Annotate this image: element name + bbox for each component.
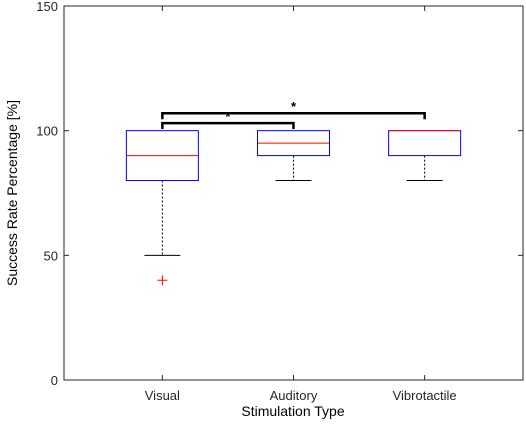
box-visual bbox=[125, 130, 199, 286]
outlier-marker bbox=[157, 275, 168, 286]
box-auditory bbox=[257, 130, 330, 182]
bracket-line bbox=[161, 111, 426, 120]
y-tick-label: 100 bbox=[36, 124, 58, 139]
significance-label: * bbox=[291, 99, 297, 114]
y-tick-label: 150 bbox=[36, 0, 58, 14]
y-axis-ticks: 0 50 100 150 bbox=[36, 0, 523, 388]
y-tick-label: 50 bbox=[44, 248, 58, 263]
significance-group: ** bbox=[161, 99, 426, 130]
x-axis-ticks: Visual Auditory Vibrotactile bbox=[145, 6, 457, 403]
y-tick-label: 0 bbox=[51, 373, 58, 388]
bracket-line bbox=[161, 121, 295, 130]
box-vibrotactile bbox=[388, 130, 462, 182]
x-tick-label: Auditory bbox=[270, 388, 318, 403]
y-axis-label: Success Rate Percentage [%] bbox=[4, 100, 20, 286]
significance-bracket: * bbox=[161, 99, 426, 120]
plot-area bbox=[63, 5, 524, 381]
significance-bracket: * bbox=[161, 109, 295, 130]
x-axis-label: Stimulation Type bbox=[241, 403, 344, 419]
x-tick-label: Visual bbox=[145, 388, 180, 403]
significance-label: * bbox=[225, 109, 231, 124]
boxes-group bbox=[125, 130, 462, 286]
x-tick-label: Vibrotactile bbox=[393, 388, 457, 403]
